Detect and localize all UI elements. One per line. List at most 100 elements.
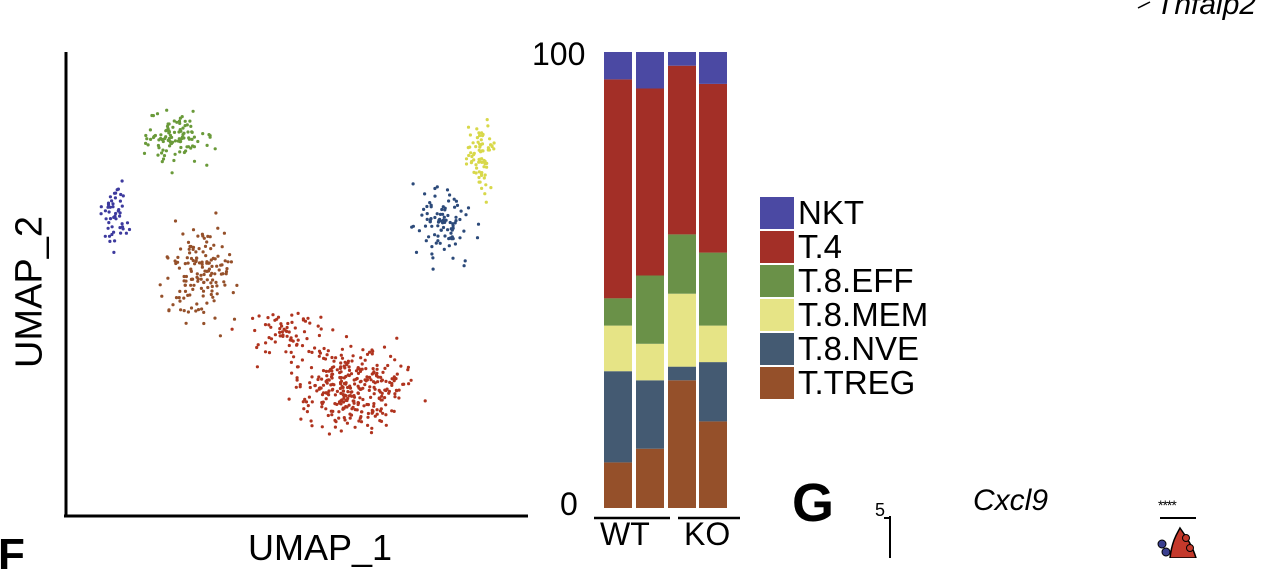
umap-point: [368, 375, 372, 379]
violin-point: [1186, 544, 1194, 552]
umap-point: [196, 279, 200, 283]
umap-point: [468, 133, 472, 137]
bar-segment: [699, 421, 727, 508]
umap-point: [204, 254, 208, 258]
umap-point: [333, 425, 337, 429]
umap-point: [431, 256, 435, 260]
umap-point: [375, 371, 379, 375]
umap-point: [325, 374, 329, 378]
umap-point: [453, 205, 457, 209]
umap-point: [320, 377, 324, 381]
umap-point: [230, 327, 234, 331]
umap-point: [371, 349, 375, 353]
umap-point: [191, 277, 195, 281]
umap-point: [194, 259, 198, 263]
umap-point: [162, 154, 167, 158]
umap-point: [363, 383, 367, 387]
umap-point: [352, 401, 356, 405]
umap-point: [231, 291, 235, 295]
umap-point: [197, 247, 201, 251]
umap-point: [165, 124, 170, 128]
umap-point: [286, 321, 290, 326]
legend-item: T.TREG: [760, 366, 928, 400]
umap-point: [326, 349, 330, 353]
umap-point: [269, 325, 273, 329]
umap-point: [216, 226, 220, 230]
umap-point: [193, 262, 197, 266]
umap-point: [188, 119, 192, 123]
umap-point: [433, 233, 437, 237]
umap-point: [196, 308, 201, 312]
umap-point: [373, 387, 377, 391]
umap-point: [119, 192, 123, 197]
umap-point: [124, 231, 128, 235]
umap-point: [187, 247, 191, 251]
umap-point: [478, 157, 483, 161]
panel-letter-g: G: [792, 473, 835, 533]
umap-point: [339, 361, 343, 365]
umap-point: [320, 405, 324, 409]
umap-point: [185, 145, 189, 149]
umap-point: [393, 358, 397, 362]
umap-point: [113, 239, 117, 243]
umap-point: [189, 267, 193, 271]
umap-point: [172, 130, 177, 134]
umap-point: [480, 160, 484, 164]
umap-point: [221, 272, 225, 276]
bar-segment: [668, 65, 696, 235]
umap-point: [451, 226, 455, 230]
umap-point: [484, 183, 488, 187]
umap-point: [199, 277, 203, 281]
umap-point: [173, 139, 177, 143]
umap-point: [206, 234, 210, 238]
umap-point: [428, 201, 432, 205]
umap-point: [337, 416, 341, 420]
umap-point: [425, 204, 429, 209]
umap-point: [121, 227, 125, 231]
umap-point: [359, 356, 363, 360]
umap-point: [393, 395, 397, 399]
bar-segment: [668, 366, 696, 381]
umap-point: [472, 170, 476, 174]
bar-segment: [604, 462, 632, 508]
umap-point: [177, 266, 181, 270]
umap-point: [356, 371, 361, 375]
umap-point: [191, 228, 196, 232]
umap-point: [278, 330, 282, 334]
umap-point: [228, 253, 232, 257]
umap-point: [289, 336, 293, 340]
umap-point: [346, 361, 350, 365]
umap-point: [144, 141, 148, 145]
umap-point: [347, 368, 352, 372]
umap-point: [205, 163, 209, 167]
umap-point: [348, 412, 352, 416]
bar-segment: [636, 380, 664, 449]
umap-point: [278, 327, 282, 331]
umap-point: [338, 386, 342, 391]
umap-point: [113, 196, 117, 200]
umap-point: [321, 383, 326, 387]
umap-point: [182, 274, 186, 279]
umap-point: [349, 390, 353, 394]
umap-point: [334, 356, 338, 360]
umap-point: [177, 119, 182, 123]
umap-point: [313, 346, 317, 350]
umap-point: [213, 147, 217, 151]
umap-point: [287, 343, 291, 348]
umap-point: [342, 400, 346, 404]
umap-point: [346, 373, 350, 377]
bar-segment: [604, 325, 632, 372]
umap-point: [106, 226, 110, 230]
umap-point: [451, 256, 455, 260]
umap-point: [164, 149, 168, 153]
umap-point: [199, 273, 203, 277]
umap-point: [339, 370, 343, 374]
umap-point: [174, 296, 179, 300]
umap-point: [351, 354, 355, 358]
umap-point: [110, 225, 114, 229]
umap-point: [477, 131, 481, 135]
umap-point: [289, 350, 293, 354]
bar-segment: [604, 371, 632, 463]
umap-x-axis-label: UMAP_1: [248, 527, 393, 568]
umap-point: [472, 152, 476, 157]
